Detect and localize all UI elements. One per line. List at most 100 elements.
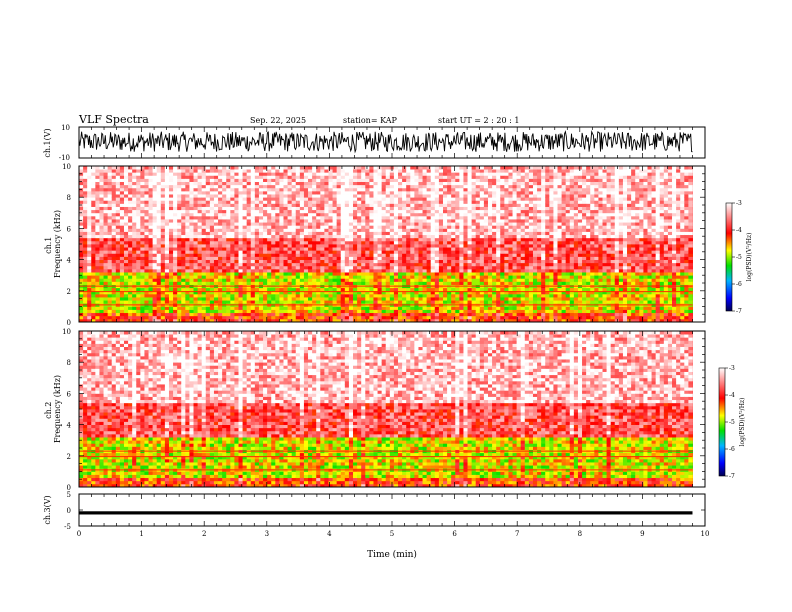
spectrogram-cell (463, 281, 468, 285)
spectrogram-cell (467, 281, 473, 285)
spectrogram-cell (132, 197, 137, 201)
spectrogram-cell (160, 287, 166, 292)
spectrogram-cell (381, 265, 387, 270)
spectrogram-cell (103, 315, 109, 320)
spectrogram-cell (193, 200, 199, 204)
spectrogram-cell (250, 290, 256, 295)
spectrogram-cell (87, 281, 92, 285)
spectrogram-cell (361, 275, 366, 279)
spectrogram-cell (336, 293, 342, 298)
spectrogram-cell (91, 225, 96, 229)
spectrogram-cell (414, 240, 419, 245)
spectrogram-cell (467, 225, 473, 229)
spectrogram-cell (434, 200, 440, 204)
spectrogram-cell (324, 240, 329, 245)
spectrogram-cell (344, 169, 350, 173)
spectrogram-cell (389, 187, 395, 192)
spectrogram-cell (385, 259, 391, 264)
spectrogram-cell (95, 166, 100, 170)
spectrogram-cell (393, 234, 399, 239)
spectrogram-cell (226, 222, 231, 226)
spectrogram-cell (250, 278, 256, 282)
spectrogram-cell (287, 268, 293, 273)
spectrogram-cell (177, 194, 182, 198)
spectrogram-cell (254, 312, 260, 317)
spectrogram-cell (213, 237, 219, 242)
spectrogram-cell (140, 265, 145, 270)
spectrogram-cell (393, 259, 399, 264)
spectrogram-cell (123, 178, 129, 182)
spectrogram-cell (402, 272, 407, 276)
spectrogram-cell (258, 172, 264, 176)
spectrogram-cell (406, 315, 411, 320)
spectrogram-cell (287, 275, 293, 279)
spectrogram-cell (152, 187, 158, 192)
spectrogram-cell (115, 219, 121, 223)
spectrogram-cell (328, 187, 333, 192)
spectrogram-cell (422, 212, 428, 217)
spectrogram-cell (181, 184, 186, 189)
spectrogram-cell (303, 293, 309, 298)
spectrogram-cell (193, 265, 199, 270)
spectrogram-cell (99, 293, 104, 298)
spectrogram-cell (320, 222, 325, 226)
spectrogram-cell (443, 225, 448, 229)
spectrogram-cell (128, 194, 133, 198)
spectrogram-cell (111, 190, 117, 195)
spectrogram-cell (291, 293, 297, 298)
spectrogram-cell (156, 231, 162, 236)
spectrogram-cell (369, 187, 374, 192)
spectrogram-cell (132, 265, 137, 270)
spectrogram-cell (283, 203, 288, 207)
spectrogram-cell (267, 222, 272, 226)
spectrogram-cell (308, 250, 313, 254)
spectrogram-cell (152, 237, 158, 242)
spectrogram-cell (250, 312, 256, 317)
ch1-ytick-bottom: -10 (59, 154, 70, 162)
spectrogram-cell (144, 281, 149, 285)
spectrogram-cell (177, 175, 182, 179)
spectrogram-cell (226, 278, 231, 282)
spectrogram-cell (254, 250, 260, 254)
spectrogram-cell (308, 178, 313, 182)
spectrogram-cell (83, 178, 88, 182)
spectrogram-cell (189, 187, 194, 192)
spectrogram-cell (463, 244, 468, 248)
spectrogram-cell (83, 268, 88, 273)
spectrogram-cell (148, 247, 154, 251)
spectrogram-cell (103, 231, 109, 236)
spectrogram-cell (434, 290, 440, 295)
spectrogram-cell (226, 209, 231, 214)
spectrogram-cell (369, 225, 374, 229)
spectrogram-cell (91, 197, 96, 201)
spectrogram-cell (181, 275, 186, 279)
spectrogram-cell (95, 225, 100, 229)
spectrogram-cell (258, 275, 264, 279)
spectrogram-cell (361, 293, 366, 298)
spectrogram-cell (324, 194, 329, 198)
spectrogram-cell (406, 197, 411, 201)
spectrogram-cell (238, 169, 243, 173)
spectrogram-cell (152, 259, 158, 264)
spectrogram-cell (258, 166, 264, 170)
spectrogram-cell (246, 293, 252, 298)
spectrogram-cell (197, 259, 203, 264)
spectrogram-cell (373, 225, 378, 229)
spectrogram-cell (160, 237, 166, 242)
spectrogram-cell (414, 272, 419, 276)
spectrogram-cell (455, 244, 460, 248)
spectrogram-cell (377, 290, 383, 295)
spectrogram-cell (369, 215, 374, 220)
spectrogram-cell (438, 247, 444, 251)
spectrogram-cell (111, 312, 117, 317)
spectrogram-cell (430, 272, 436, 276)
spectrogram-cell (275, 247, 280, 251)
spectrogram-cell (308, 281, 313, 285)
spectrogram-cell (197, 200, 203, 204)
spectrogram-cell (459, 206, 464, 211)
spectrogram-cell (140, 190, 145, 195)
spectrogram-cell (447, 281, 452, 285)
spectrogram-cell (271, 259, 276, 264)
spectrogram-cell (467, 222, 473, 226)
spectrogram-cell (107, 234, 113, 239)
